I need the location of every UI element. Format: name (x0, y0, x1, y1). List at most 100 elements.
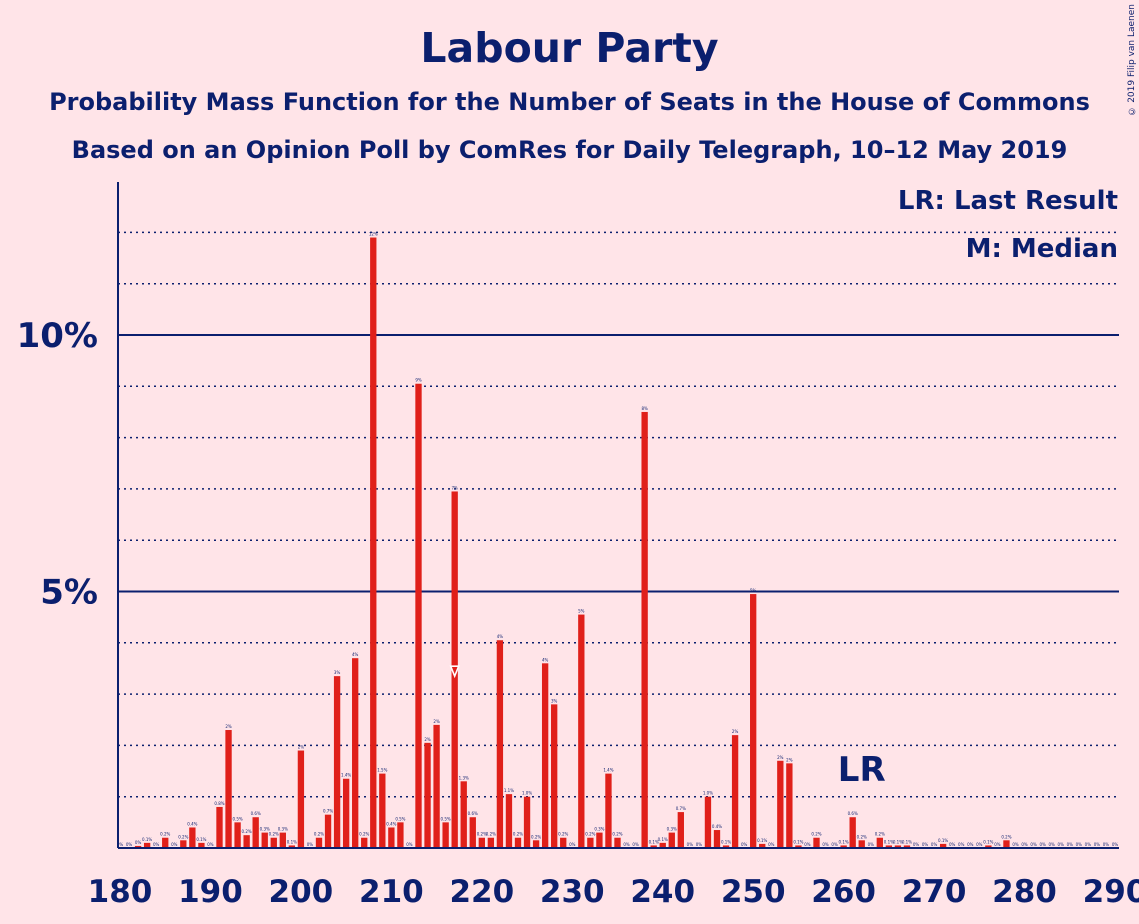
bar-label-208: 12% (369, 232, 378, 237)
bar-label-212: 0% (406, 842, 413, 847)
bar-228 (551, 704, 558, 848)
bar-label-274: 0% (967, 842, 974, 847)
bar-label-281: 0% (1030, 842, 1037, 847)
bar-218 (460, 781, 467, 848)
bar-label-184: 0% (153, 842, 160, 847)
bar-255 (795, 845, 802, 848)
bar-192 (225, 730, 232, 848)
bar-211 (397, 822, 404, 848)
bar-label-261: 0.6% (848, 811, 858, 816)
bar-205 (342, 778, 350, 848)
bar-227 (541, 663, 549, 848)
bar-188 (189, 827, 196, 848)
bar-261 (849, 817, 856, 848)
bar-label-217: 7% (452, 485, 459, 490)
bar-label-196: 0.3% (260, 827, 270, 832)
x-tick-280: 280 (992, 874, 1057, 910)
bar-216 (442, 822, 449, 848)
bar-207 (361, 837, 368, 848)
x-tick-labels: 180 190 200 210 220 230 240 250 260 270 280 290 (88, 874, 1139, 910)
bar-219 (469, 817, 476, 848)
bar-196 (261, 832, 268, 848)
bar-label-198: 0.3% (278, 827, 288, 832)
bar-label-197: 0.2% (269, 832, 279, 837)
bar-187 (180, 840, 187, 848)
bar-254 (786, 763, 793, 848)
bar-label-205: 1.4% (341, 773, 351, 778)
bar-246 (713, 830, 721, 848)
bar-198 (279, 832, 286, 848)
bar-245 (704, 796, 712, 848)
bar-199 (288, 845, 296, 848)
bar-label-258: 0% (822, 842, 829, 847)
bar-label-278: 0.2% (1001, 834, 1011, 839)
bar-label-189: 0.1% (196, 837, 206, 842)
bar-208 (370, 237, 377, 848)
bar-label-260: 0.1% (839, 839, 849, 844)
bar-label-254: 2% (786, 757, 793, 762)
bar-label-190: 0% (207, 842, 214, 847)
bar-label-214: 2% (424, 737, 431, 742)
bar-232 (587, 837, 594, 848)
x-tick-240: 240 (630, 874, 695, 910)
bar-223 (505, 794, 513, 848)
y-tick-10: 10% (17, 316, 98, 356)
bar-label-219: 0.6% (468, 811, 478, 816)
bar-276 (985, 845, 992, 848)
bar-195 (252, 817, 259, 848)
bar-label-269: 0% (922, 842, 929, 847)
bar-label-236: 0% (623, 842, 630, 847)
legend-last-result: LR: Last Result (898, 186, 1118, 216)
bar-label-193: 0.5% (233, 816, 243, 821)
bar-206 (352, 658, 359, 848)
bar-label-250: 5% (750, 588, 757, 593)
x-tick-260: 260 (811, 874, 876, 910)
bar-240 (659, 842, 666, 848)
bar-label-273: 0% (958, 842, 965, 847)
bar-label-200: 2% (298, 745, 305, 750)
bar-label-216: 0.5% (441, 816, 451, 821)
bar-248 (731, 735, 739, 848)
bar-label-275: 0% (976, 842, 983, 847)
bar-label-210: 0.4% (386, 821, 396, 826)
bar-label-266: 0.1% (893, 839, 903, 844)
bar-label-249: 0% (741, 842, 748, 847)
bar-label-220: 0.2% (477, 832, 487, 837)
bar-242 (677, 812, 684, 848)
legend-median: M: Median (966, 234, 1118, 264)
bar-label-209: 1.5% (377, 768, 387, 773)
bar-label-238: 8% (641, 406, 648, 411)
bar-label-252: 0% (768, 842, 775, 847)
x-tick-270: 270 (902, 874, 967, 910)
bar-label-204: 3% (334, 670, 341, 675)
bar-251 (759, 843, 766, 848)
chart-subtitle-poll: Based on an Opinion Poll by ComRes for D… (71, 136, 1068, 164)
bar-label-195: 0.6% (251, 811, 261, 816)
bar-224 (514, 837, 522, 848)
bar-265 (885, 845, 893, 848)
bar-label-264: 0.2% (875, 832, 885, 837)
bar-label-226: 0.2% (531, 834, 541, 839)
bar-label-241: 0.3% (667, 827, 677, 832)
bar-label-263: 0% (868, 842, 875, 847)
bar-label-244: 0% (696, 842, 703, 847)
x-tick-230: 230 (540, 874, 605, 910)
bar-label-251: 0.1% (757, 838, 767, 843)
markers: LR (449, 665, 886, 790)
axes (117, 182, 1119, 849)
bar-185 (162, 837, 169, 848)
bar-label-288: 0% (1094, 842, 1101, 847)
bar-214 (424, 742, 431, 848)
last-result-label: LR (838, 750, 886, 790)
bar-label-247: 0.1% (721, 839, 731, 844)
bar-label-286: 0% (1076, 842, 1083, 847)
bar-241 (668, 832, 675, 848)
bar-182 (134, 845, 142, 848)
bar-266 (894, 845, 902, 848)
chart-title: Labour Party (420, 24, 719, 72)
bar-label-277: 0% (994, 842, 1001, 847)
bar-194 (243, 835, 250, 848)
bar-label-186: 0% (171, 842, 178, 847)
bar-200 (297, 750, 305, 848)
